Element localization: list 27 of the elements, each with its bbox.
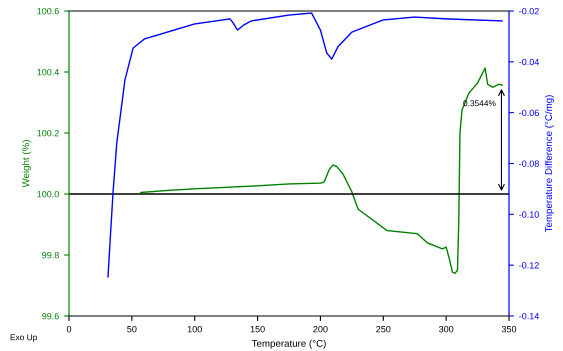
x-tick-label: 300 (438, 326, 454, 332)
y2-tick-label: -0.10 (519, 211, 539, 218)
y2-tick-label: -0.04 (519, 58, 540, 66)
line-series (107, 12, 503, 278)
y2-tick-label: -0.14 (519, 312, 540, 320)
y-tick-label: 99.8 (42, 252, 59, 258)
x-tick-label: 150 (250, 326, 265, 332)
x-tick-label: 50 (127, 326, 137, 332)
y-tick-label: 100.2 (37, 130, 59, 136)
x-tick-label: 250 (376, 326, 390, 332)
y2-tick-label: -0.12 (519, 262, 539, 269)
x-tick-label: 200 (313, 326, 328, 332)
x-axis-title: Temperature (°C) (252, 340, 326, 349)
x-tick-label: 100 (188, 326, 202, 332)
y2-tick-label: -0.02 (519, 8, 539, 14)
y2-axis-title: Temperature Difference (°C/mg) (544, 95, 554, 232)
y-tick-label: 100.0 (37, 190, 59, 198)
line-series (140, 67, 503, 274)
y-axis-title: Weight (%) (22, 140, 32, 188)
y-tick-label: 100.6 (37, 8, 59, 14)
y-tick-label: 99.6 (42, 312, 59, 320)
y2-tick-label: -0.08 (519, 160, 539, 167)
y-tick-label: 100.4 (37, 68, 60, 76)
x-tick-label: 0 (66, 326, 72, 332)
text: Exo Up (10, 334, 37, 342)
y2-tick-label: -0.06 (519, 110, 539, 116)
x-tick-label: 350 (502, 326, 516, 332)
